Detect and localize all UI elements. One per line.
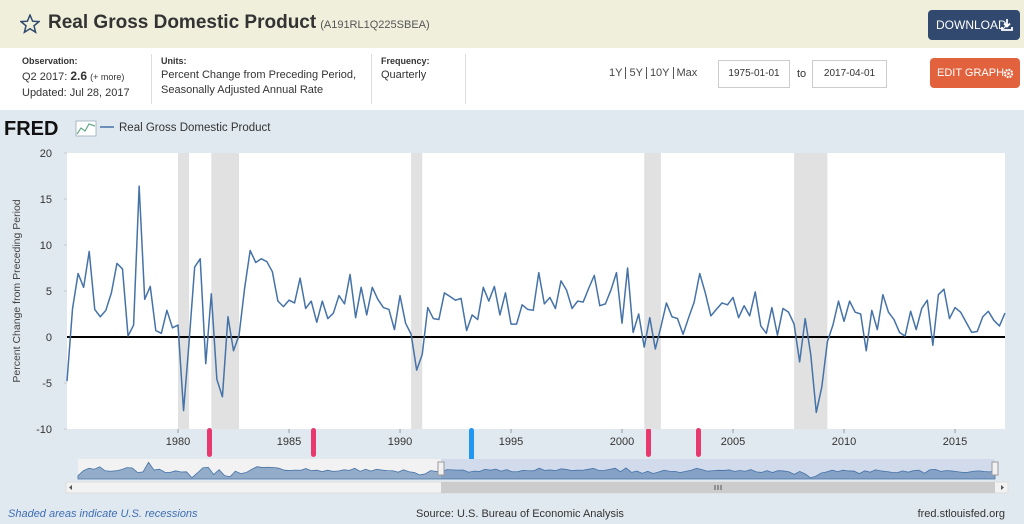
recession-band (211, 153, 240, 429)
y-tick-label: -5 (42, 378, 52, 390)
event-marker[interactable] (646, 428, 651, 457)
download-label: DOWNLOAD (936, 18, 1007, 32)
navigator[interactable] (65, 459, 1009, 494)
series-title: Real Gross Domestic Product (48, 12, 317, 33)
x-tick-label: 2015 (943, 436, 967, 448)
observation-label: Observation: (22, 56, 78, 66)
scroll-grip (714, 485, 722, 490)
y-tick-label: 15 (40, 194, 52, 206)
x-tick-label: 2005 (721, 436, 745, 448)
site[interactable]: fred.stlouisfed.org (918, 508, 1005, 520)
download-button[interactable]: DOWNLOAD (928, 10, 1020, 40)
navigator-handle[interactable] (991, 461, 999, 476)
event-marker[interactable] (207, 428, 212, 457)
info-bar: Observation: Q2 2017: 2.6 (+ more) Updat… (0, 48, 1024, 110)
favorite-star[interactable] (20, 14, 40, 34)
range-link[interactable]: 10Y (645, 67, 673, 79)
download-icon (1001, 19, 1013, 31)
units-block: Units: Percent Change from Preceding Per… (161, 56, 356, 96)
end-date-input[interactable]: 2017-04-01 (812, 60, 887, 88)
to-label: to (797, 68, 807, 80)
gear-icon (1003, 68, 1014, 79)
frequency-block: Frequency: Quarterly (381, 56, 430, 81)
x-tick-label: 1985 (277, 436, 301, 448)
range-links: 1Y 5Y 10Y Max (606, 67, 701, 79)
series-id: (A191RL1Q225SBEA) (320, 19, 430, 31)
x-tick-label: 2000 (610, 436, 634, 448)
separator (371, 54, 372, 104)
x-tick-label: 2010 (832, 436, 856, 448)
event-marker[interactable] (469, 428, 474, 461)
units-line: Percent Change from Preceding Period, (161, 69, 357, 81)
range-link[interactable]: 1Y (609, 67, 623, 79)
observation-block: Observation: Q2 2017: 2.6 (+ more) Updat… (22, 56, 130, 99)
source: Source: U.S. Bureau of Economic Analysis (416, 508, 624, 520)
range-link[interactable]: 5Y (625, 67, 646, 79)
footer: Shaded areas indicate U.S. recessions So… (8, 508, 1005, 520)
y-tick-label: 20 (40, 148, 52, 160)
legend-label: Real Gross Domestic Product (119, 122, 271, 134)
more-link[interactable]: (+ more) (90, 72, 125, 82)
x-tick-label: 1995 (499, 436, 523, 448)
range-link[interactable]: Max (672, 67, 701, 79)
separator (465, 54, 466, 104)
y-axis-label: Percent Change from Preceding Period (11, 199, 23, 382)
navigator-area (77, 461, 996, 480)
chart: FRED Real Gross Domestic Product Percent… (0, 110, 1024, 524)
edit-graph-button[interactable]: EDIT GRAPH (930, 58, 1020, 88)
y-tick-label: 5 (46, 286, 52, 298)
x-tick-label: 1980 (166, 436, 190, 448)
start-date-input[interactable]: 1975-01-01 (718, 60, 790, 88)
observation-period: Q2 2017: (22, 71, 68, 83)
recession-band (644, 153, 661, 429)
units-label: Units: (161, 56, 187, 66)
observation-line: Q2 2017: 2.6 (+ more) (22, 69, 130, 83)
units-line: Seasonally Adjusted Annual Rate (161, 84, 324, 96)
navigator-handle[interactable] (437, 461, 445, 476)
series-line (66, 185, 1006, 414)
star-icon (20, 14, 40, 34)
frequency-label: Frequency: (381, 56, 430, 66)
recession-band (178, 153, 190, 429)
title-wrap: Real Gross Domestic Product (A191RL1Q225S… (48, 12, 430, 34)
x-tick-label: 1990 (388, 436, 412, 448)
separator (151, 54, 152, 104)
y-tick-label: 0 (46, 332, 52, 344)
y-tick-label: 10 (40, 240, 52, 252)
recession-note: Shaded areas indicate U.S. recessions (8, 508, 198, 520)
header-bar: Real Gross Domestic Product (A191RL1Q225S… (0, 0, 1024, 48)
recession-band (411, 153, 423, 429)
observation-value: 2.6 (70, 69, 88, 83)
event-markers (207, 428, 701, 461)
updated: Updated: Jul 28, 2017 (22, 87, 130, 99)
y-tick-label: -10 (36, 424, 52, 436)
event-marker[interactable] (696, 428, 701, 457)
logo-icon (75, 120, 97, 137)
event-marker[interactable] (311, 428, 316, 457)
brand-logo: FRED (4, 118, 58, 140)
edit-label: EDIT GRAPH (937, 67, 1005, 79)
frequency: Quarterly (381, 69, 427, 81)
